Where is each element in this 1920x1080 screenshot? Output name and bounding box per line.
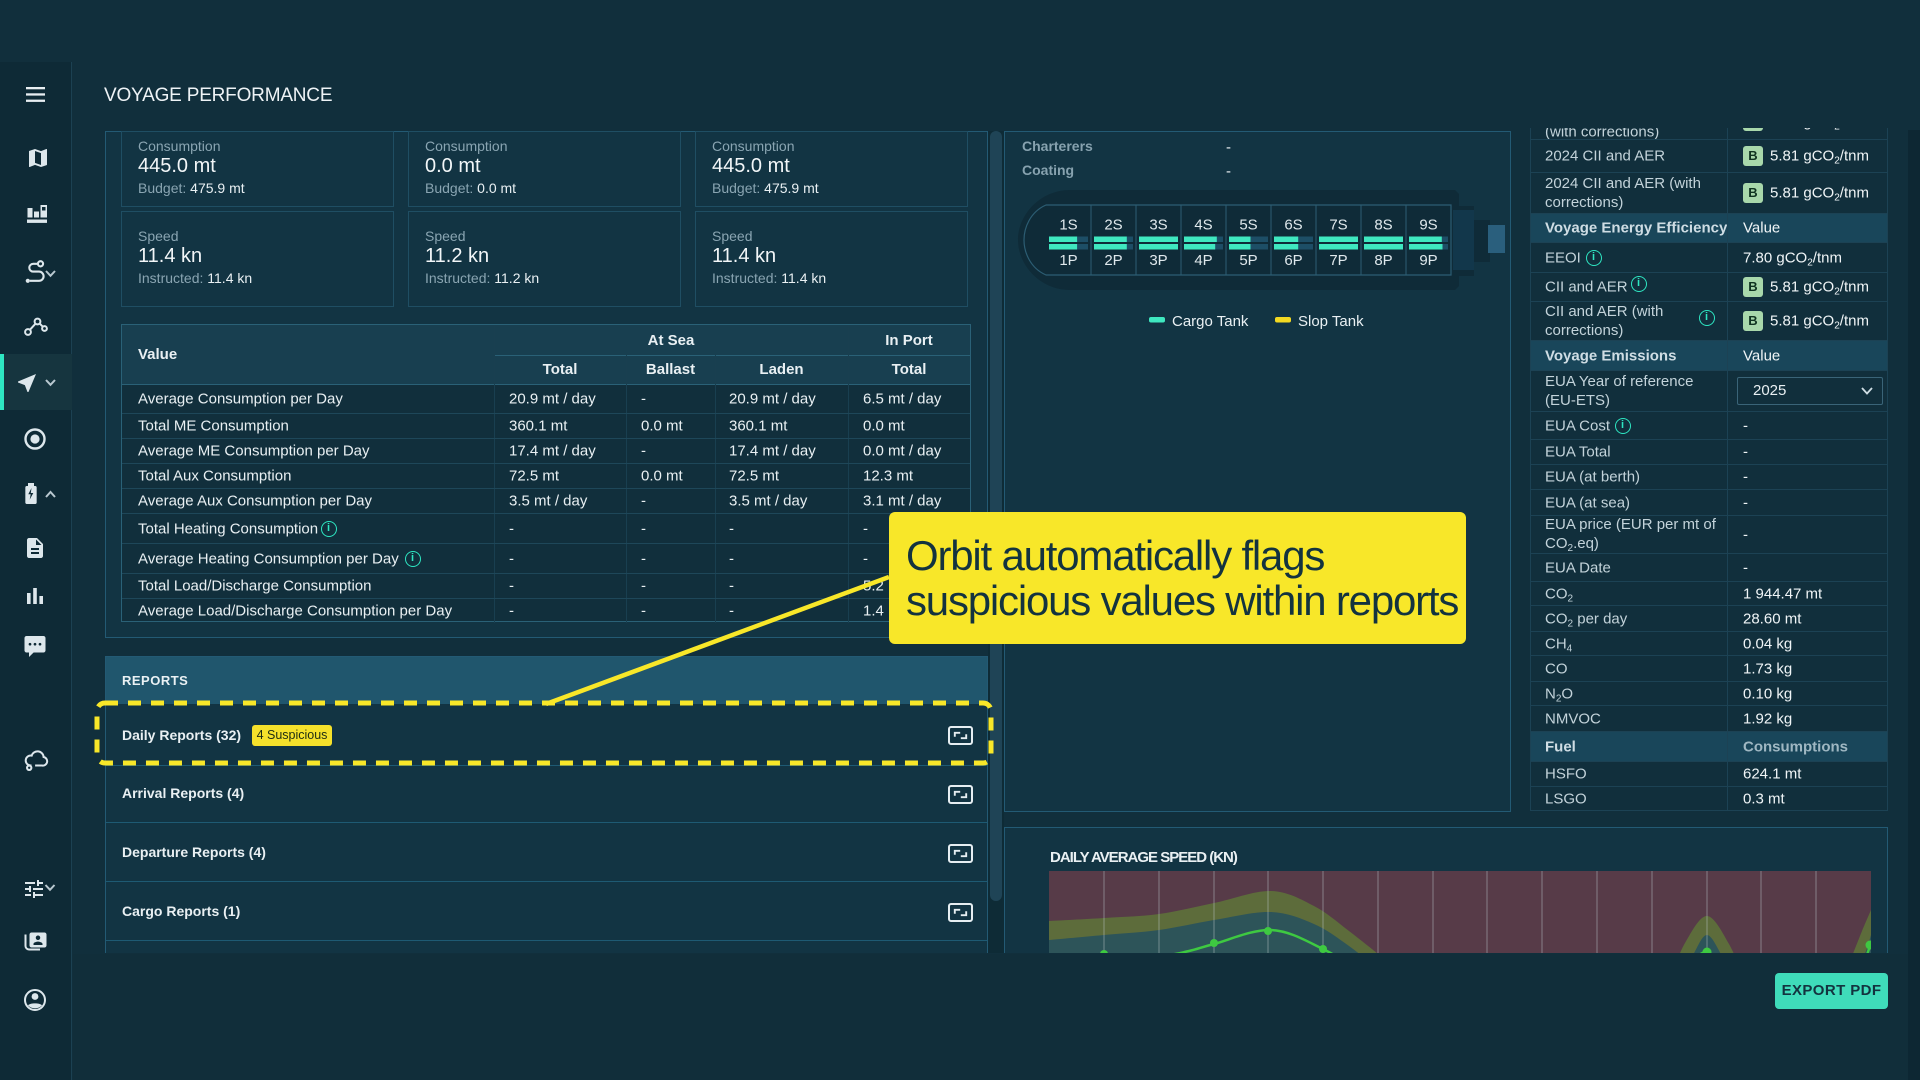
- svg-text:6S: 6S: [1284, 217, 1302, 234]
- svg-text:1P: 1P: [1059, 252, 1077, 269]
- svg-text:8S: 8S: [1374, 217, 1392, 234]
- svg-text:3P: 3P: [1149, 252, 1167, 269]
- svg-text:8P: 8P: [1374, 252, 1392, 269]
- svg-text:1S: 1S: [1059, 217, 1077, 234]
- svg-text:2P: 2P: [1104, 252, 1122, 269]
- svg-text:Slop Tank: Slop Tank: [1298, 313, 1364, 330]
- svg-text:3S: 3S: [1149, 217, 1167, 234]
- svg-text:7S: 7S: [1329, 217, 1347, 234]
- svg-text:5S: 5S: [1239, 217, 1257, 234]
- svg-text:5P: 5P: [1239, 252, 1257, 269]
- svg-text:6P: 6P: [1284, 252, 1302, 269]
- svg-text:9S: 9S: [1419, 217, 1437, 234]
- svg-text:Cargo Tank: Cargo Tank: [1172, 313, 1249, 330]
- svg-text:7P: 7P: [1329, 252, 1347, 269]
- svg-text:2S: 2S: [1104, 217, 1122, 234]
- svg-text:4S: 4S: [1194, 217, 1212, 234]
- svg-text:4P: 4P: [1194, 252, 1212, 269]
- svg-text:9P: 9P: [1419, 252, 1437, 269]
